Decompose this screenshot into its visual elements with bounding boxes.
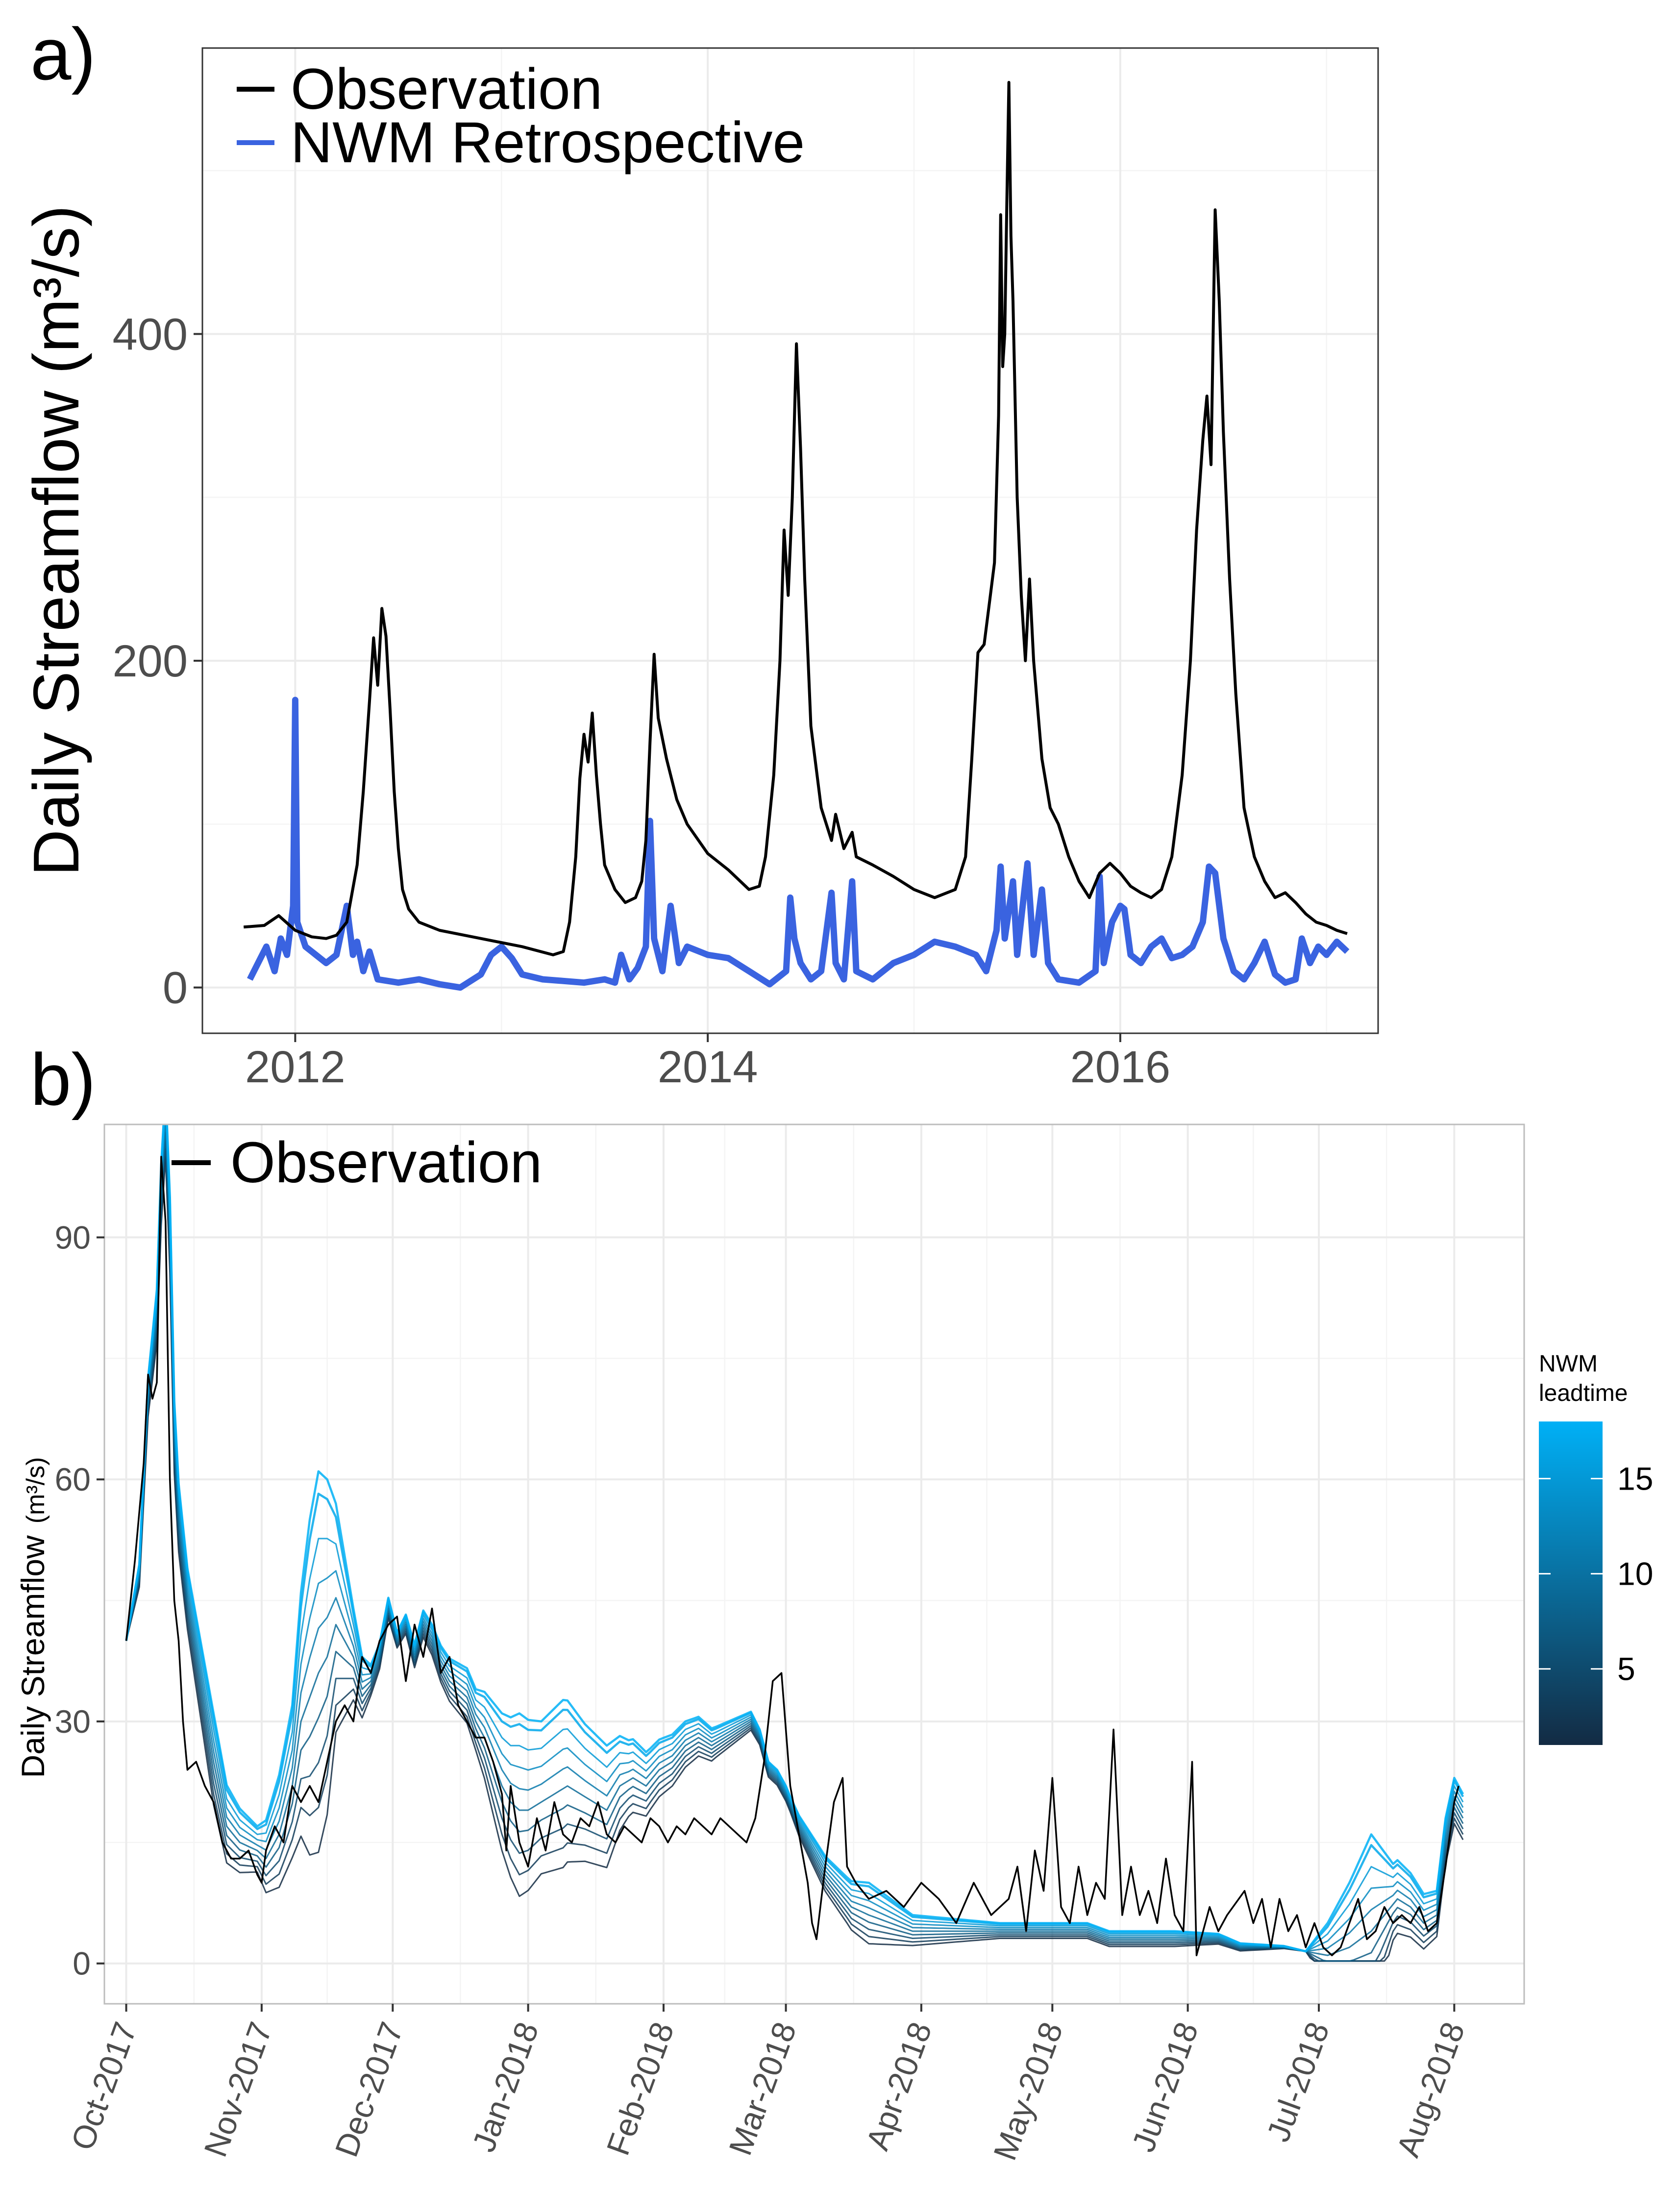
y-tick-label: 60 xyxy=(55,1461,91,1497)
colorbar-title-line1: NWM xyxy=(1539,1351,1598,1377)
forecast-line-leadtime-5 xyxy=(125,1140,1464,1962)
panel-b-observation xyxy=(125,1156,1459,1956)
y-tick-label: 0 xyxy=(163,963,188,1013)
x-tick-label: Oct-2017 xyxy=(64,2017,143,2154)
x-tick-label: Apr-2018 xyxy=(859,2017,939,2154)
svg-text:Daily Streamflow(m³/s): Daily Streamflow (m³/s) xyxy=(20,205,92,876)
forecast-line-leadtime-7 xyxy=(125,1132,1464,1962)
y-tick-label: 30 xyxy=(55,1703,91,1740)
panel-b-frame xyxy=(103,1123,1525,2005)
colorbar-tick-label: 5 xyxy=(1617,1651,1635,1687)
panel-b-colorbar: NWM leadtime 5 10 15 xyxy=(1539,1351,1653,1745)
panel-b: b) 0 30 60 90 Oct-2017 Nov-2017 Dec-2017 Jan-2… xyxy=(15,1038,1653,2165)
x-tick-label: Mar-2018 xyxy=(722,2017,803,2160)
colorbar-title-line2: leadtime xyxy=(1539,1380,1628,1406)
panel-b-y-title: Daily Streamflow (m³/s) xyxy=(15,1457,51,1778)
panel-b-legend: Observation xyxy=(172,1130,542,1195)
panel-a-y-units: (m³/s) xyxy=(20,205,92,374)
y-tick-label: 400 xyxy=(113,309,188,359)
panel-a-legend: Observation NWM Retrospective xyxy=(237,57,805,175)
colorbar-tick-label: 10 xyxy=(1617,1556,1653,1592)
colorbar-gradient xyxy=(1539,1421,1603,1745)
y-tick-label: 0 xyxy=(73,1945,91,1982)
legend-label-nwm-retrospective: NWM Retrospective xyxy=(291,110,805,175)
x-tick-label: Jan-2018 xyxy=(465,2017,545,2156)
panel-b-y-axis: 0 30 60 90 xyxy=(55,1219,104,1982)
y-tick-label: 90 xyxy=(55,1219,91,1255)
series-observation-line-b xyxy=(125,1156,1459,1956)
legend-label-observation-b: Observation xyxy=(230,1130,542,1195)
panel-a-frame xyxy=(201,47,1379,1034)
x-tick-label: Jun-2018 xyxy=(1125,2017,1205,2156)
panel-a-letter: a) xyxy=(30,13,96,95)
x-tick-label: Jul-2018 xyxy=(1260,2017,1336,2146)
svg-text:Daily Streamflow(m³/s): Daily Streamflow (m³/s) xyxy=(15,1457,51,1778)
panel-b-y-label: Daily Streamflow xyxy=(15,1535,51,1778)
x-tick-label: May-2018 xyxy=(987,2017,1070,2165)
colorbar-ticks: 5 10 15 xyxy=(1539,1460,1653,1687)
panel-a: a) 0 200 400 2012 2014 2016 Daily Streamflow… xyxy=(20,13,1379,1092)
panel-b-y-units: (m³/s) xyxy=(22,1457,50,1524)
forecast-line-leadtime-9 xyxy=(125,1124,1464,1956)
x-tick-label: 2012 xyxy=(245,1042,346,1092)
series-observation-line xyxy=(243,81,1348,956)
panel-b-x-axis: Oct-2017 Nov-2017 Dec-2017 Jan-2018 Feb-2018… xyxy=(64,2004,1472,2165)
x-tick-label: Dec-2017 xyxy=(328,2017,410,2161)
x-tick-label: 2014 xyxy=(658,1042,758,1092)
series-nwm-retrospective-line xyxy=(247,697,1350,991)
x-tick-label: 2016 xyxy=(1070,1042,1171,1092)
forecast-line-leadtime-3 xyxy=(125,1147,1464,1962)
panel-a-y-title: Daily Streamflow (m³/s) xyxy=(20,205,92,876)
panel-a-x-axis: 2012 2014 2016 xyxy=(245,1033,1170,1092)
panel-a-series xyxy=(243,81,1350,991)
y-tick-label: 200 xyxy=(113,636,188,686)
colorbar-tick-label: 15 xyxy=(1617,1460,1653,1496)
x-tick-label: Aug-2018 xyxy=(1389,2017,1471,2161)
panel-a-y-axis: 0 200 400 xyxy=(113,309,202,1013)
panel-a-y-label: Daily Streamflow xyxy=(20,390,92,876)
panel-b-grid xyxy=(104,1124,1524,2004)
x-tick-label: Nov-2017 xyxy=(197,2017,279,2161)
x-tick-label: Feb-2018 xyxy=(599,2017,681,2160)
panel-b-letter: b) xyxy=(30,1038,96,1121)
legend-label-observation: Observation xyxy=(291,57,602,122)
